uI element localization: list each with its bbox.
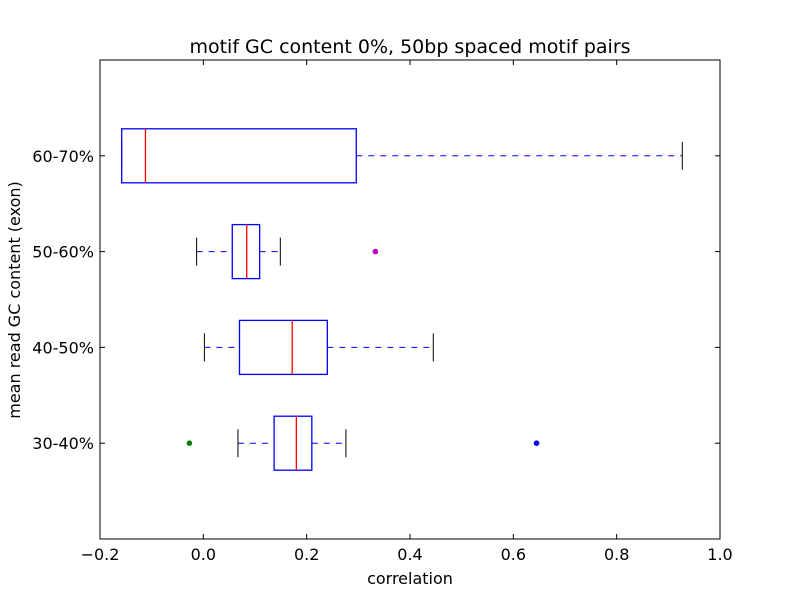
y-tick-label-30-40pct: 30-40% (32, 434, 94, 453)
x-tick-label-6: 1.0 (707, 545, 732, 564)
chart-title: motif GC content 0%, 50bp spaced motif p… (189, 36, 630, 58)
outlier-30-40pct-1 (533, 440, 540, 447)
y-axis-label: mean read GC content (exon) (5, 181, 24, 419)
outlier-50-60pct-0 (372, 248, 379, 255)
x-axis-label: correlation (367, 569, 453, 588)
y-tick-label-60-70pct: 60-70% (32, 147, 94, 166)
x-tick-label-4: 0.6 (501, 545, 526, 564)
box-50-60pct (231, 223, 261, 280)
axis-ticks: 30-40% 40-50% 50-60% 60-70% −0.2 0.0 0.2 0.4 0.6… (32, 60, 733, 564)
plot-area (121, 128, 683, 471)
x-tick-label-1: 0.0 (191, 545, 216, 564)
x-tick-label-5: 0.8 (604, 545, 629, 564)
box-30-40pct (273, 415, 313, 471)
outlier-30-40pct-0 (186, 440, 193, 447)
y-tick-label-50-60pct: 50-60% (32, 243, 94, 262)
box-60-70pct (121, 128, 357, 184)
x-tick-label-2: 0.2 (294, 545, 319, 564)
x-tick-label-3: 0.4 (397, 545, 422, 564)
y-tick-label-40-50pct: 40-50% (32, 338, 94, 357)
box-40-50pct (238, 319, 328, 376)
x-tick-label-0: −0.2 (81, 545, 120, 564)
